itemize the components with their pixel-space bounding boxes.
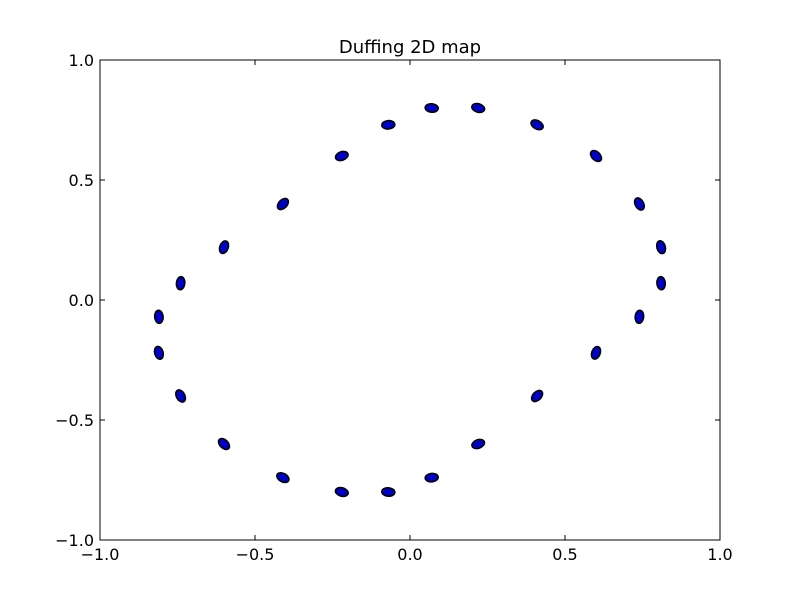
scatter-point bbox=[424, 102, 439, 114]
x-tick-label: −0.5 bbox=[236, 545, 275, 564]
scatter-point bbox=[424, 472, 439, 483]
y-tick-label: −1.0 bbox=[55, 531, 94, 550]
scatter-point bbox=[471, 438, 486, 450]
scatter-point bbox=[381, 486, 396, 498]
axis-ticks: −1.0 −0.5 0.0 0.5 1.0 −1.0 −0.5 0.0 0.5 1.0 bbox=[55, 51, 733, 564]
scatter-point bbox=[634, 309, 645, 325]
x-tick-label: 1.0 bbox=[707, 545, 732, 564]
plot-area-frame bbox=[99, 59, 721, 541]
scatter-point bbox=[530, 119, 544, 131]
scatter-point bbox=[589, 149, 603, 163]
scatter-point bbox=[153, 345, 165, 360]
scatter-point bbox=[381, 119, 396, 130]
scatter-point bbox=[633, 197, 646, 211]
y-tick-label: 0.5 bbox=[69, 171, 94, 190]
chart-title: Duffing 2D map bbox=[339, 37, 481, 58]
scatter-point bbox=[334, 150, 349, 162]
scatter-point bbox=[175, 275, 186, 291]
scatter-point bbox=[334, 486, 349, 498]
data-points bbox=[153, 102, 667, 498]
scatter-point bbox=[276, 197, 290, 211]
scatter-point bbox=[655, 240, 667, 255]
y-tick-label: 1.0 bbox=[69, 51, 94, 70]
scatter-point bbox=[471, 102, 486, 114]
scatter-point bbox=[590, 345, 602, 360]
scatter-point bbox=[218, 240, 230, 255]
scatter-point bbox=[153, 309, 164, 325]
scatter-point bbox=[656, 275, 667, 291]
scatter-point bbox=[217, 437, 231, 451]
x-tick-label: 0.0 bbox=[397, 545, 422, 564]
scatter-point bbox=[174, 389, 187, 403]
y-tick-label: −0.5 bbox=[55, 411, 94, 430]
x-tick-label: −1.0 bbox=[81, 545, 120, 564]
scatter-point bbox=[530, 389, 544, 403]
y-tick-label: 0.0 bbox=[69, 291, 94, 310]
scatter-point bbox=[276, 471, 290, 484]
x-tick-label: 0.5 bbox=[552, 545, 577, 564]
